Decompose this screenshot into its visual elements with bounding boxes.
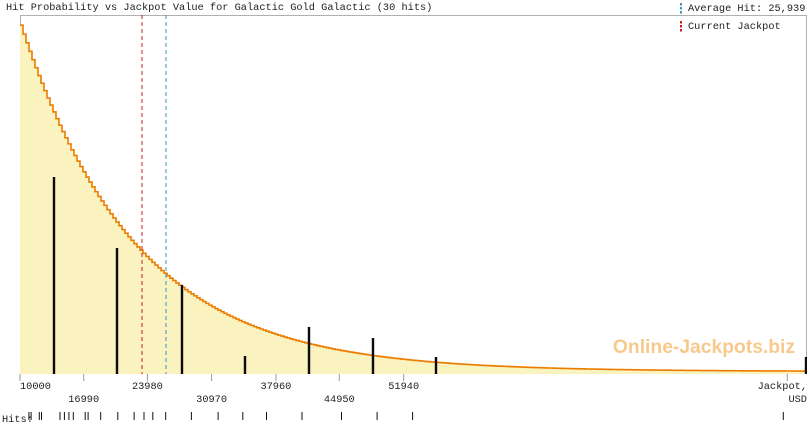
- svg-text:37960: 37960: [260, 381, 291, 393]
- svg-text:16990: 16990: [68, 394, 99, 406]
- svg-text:51940: 51940: [388, 381, 419, 393]
- svg-text:10000: 10000: [20, 381, 51, 393]
- svg-text:USD: USD: [788, 394, 807, 406]
- svg-text:30970: 30970: [196, 394, 227, 406]
- svg-text:Hits:: Hits:: [2, 414, 33, 425]
- svg-text:Jackpot,: Jackpot,: [758, 381, 807, 393]
- svg-text:44950: 44950: [324, 394, 355, 406]
- svg-text:23980: 23980: [132, 381, 163, 393]
- svg-text:Online-Jackpots.biz: Online-Jackpots.biz: [613, 337, 795, 358]
